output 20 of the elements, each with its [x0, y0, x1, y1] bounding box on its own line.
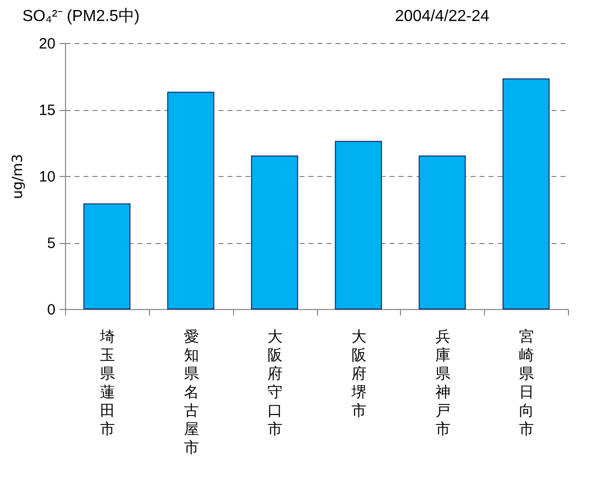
y-tick-label: 15 [38, 102, 56, 119]
y-tick-label: 20 [38, 36, 56, 52]
bar [334, 140, 382, 310]
bar [83, 203, 130, 310]
x-tick-label: 愛知県名古屋市 [184, 328, 199, 456]
y-tick-label: 0 [47, 302, 56, 318]
bar [418, 156, 466, 310]
y-tick-label: 5 [47, 235, 56, 252]
bar [251, 156, 298, 310]
x-tick-label: 大阪府守口市 [268, 328, 283, 438]
x-tick-label: 兵庫県神戸市 [435, 328, 450, 438]
bar [167, 92, 214, 310]
x-tick-label: 埼玉県蓮田市 [98, 328, 115, 438]
x-tick-label: 大阪府堺市 [350, 328, 366, 420]
chart-title: SO₄²⁻ (PM2.5中) [22, 7, 140, 25]
y-axis-title: ug/m3 [10, 154, 26, 200]
y-tick-label: 10 [38, 168, 56, 186]
bar [502, 78, 550, 310]
x-tick-label: 宮崎県日向市 [519, 328, 534, 438]
chart-subtitle: 2004/4/22-24 [395, 8, 490, 26]
